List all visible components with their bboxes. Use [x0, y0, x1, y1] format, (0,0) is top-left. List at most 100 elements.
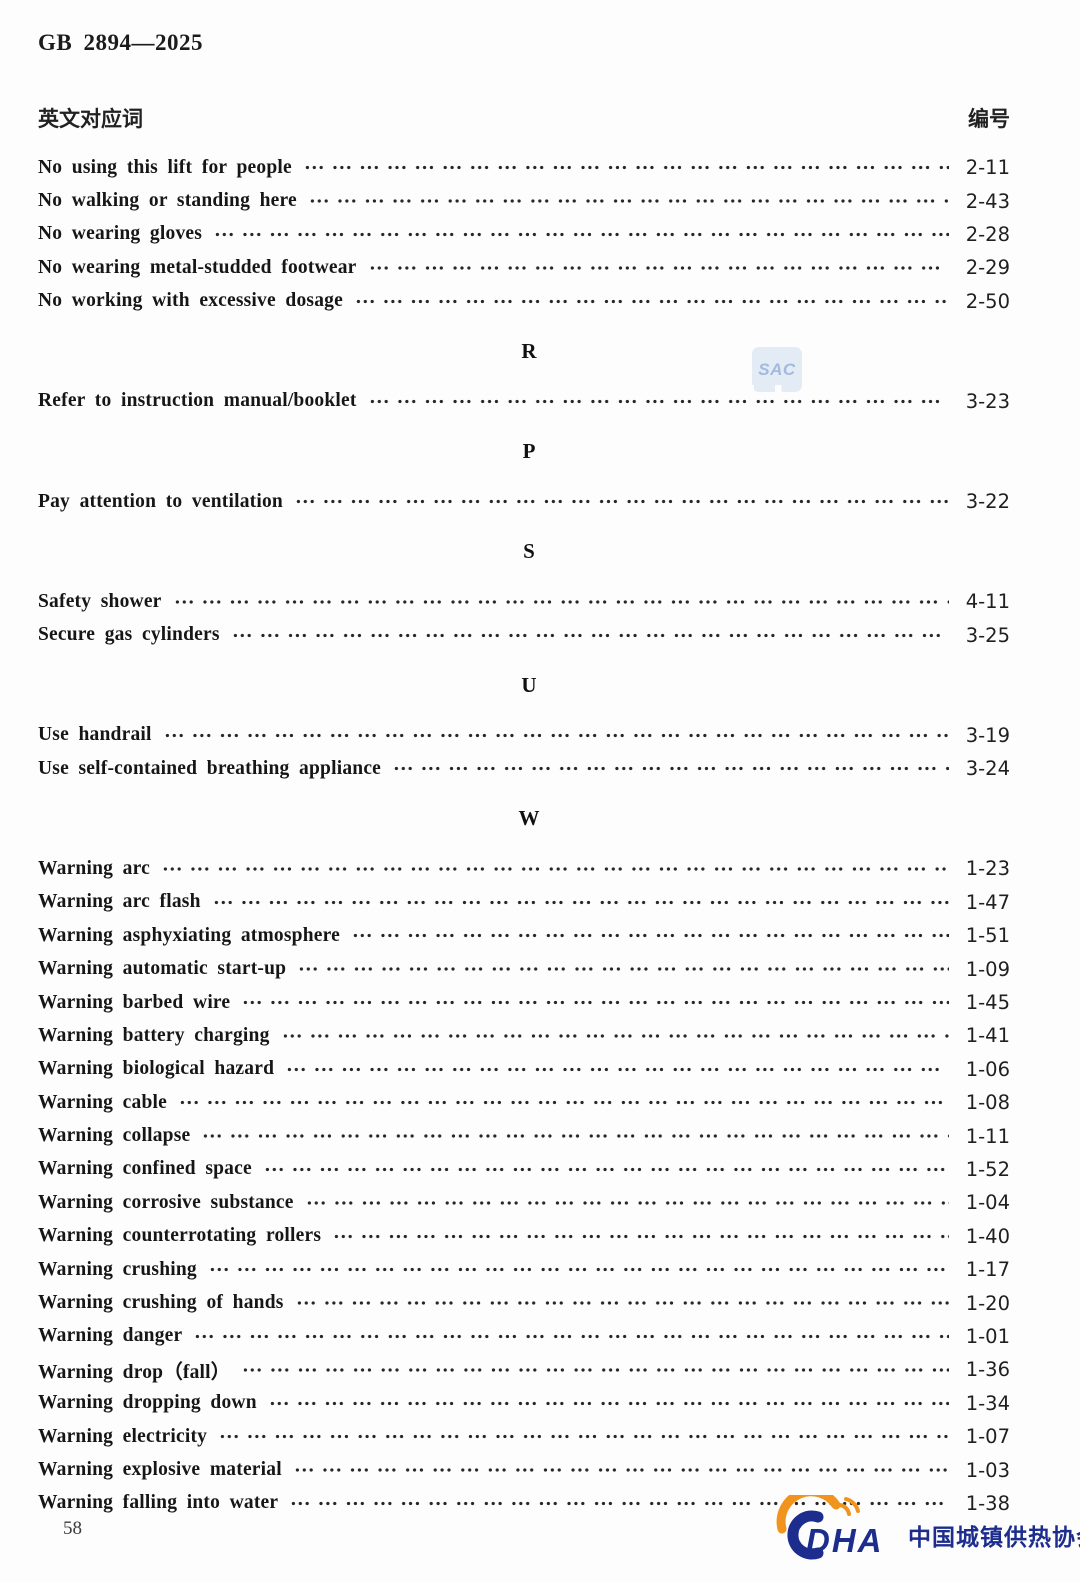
index-entry-label: Warning arc — [38, 857, 150, 879]
index-entry-code: 2-50 — [965, 289, 1010, 313]
index-entry-code: 1-07 — [965, 1425, 1010, 1449]
index-entry-label: Warning crushing of hands — [38, 1292, 284, 1314]
dot-leader — [208, 1252, 949, 1287]
index-entry-label: Pay attention to ventilation — [38, 490, 283, 512]
index-section-letter: R — [521, 338, 537, 363]
index-row: Warning collapse 1-11 — [38, 1119, 1010, 1153]
index-entry-label: Warning danger — [38, 1325, 183, 1347]
index-entry-code: 1-52 — [965, 1157, 1010, 1181]
index-entry-code: 1-01 — [965, 1324, 1010, 1348]
index-row: Pay attention to ventilation 3-22 — [38, 484, 1010, 519]
index-row: Warning explosive material 1-03 — [38, 1453, 1010, 1487]
index-row: Warning asphyxiating atmosphere 1-51 — [38, 919, 1010, 953]
index-row: Warning arc flash 1-47 — [38, 885, 1010, 920]
index-row: Warning drop（fall） 1-36 — [38, 1353, 1010, 1387]
dot-leader — [202, 1119, 949, 1153]
index-entry-code: 1-40 — [965, 1224, 1010, 1248]
sac-watermark-text: SAC — [758, 359, 796, 379]
column-header-english-term: 英文对应词 — [38, 108, 143, 131]
index-row: Warning biological hazard 1-06 — [38, 1052, 1010, 1087]
index-row: Refer to instruction manual/booklet 3-23 — [38, 384, 1010, 419]
dot-leader — [286, 1052, 949, 1087]
dot-leader — [298, 952, 949, 986]
dot-leader — [212, 885, 949, 920]
index-section-row: P — [38, 418, 1010, 485]
index-row: No using this lift for people 2-11 — [38, 151, 1010, 185]
dot-leader — [393, 752, 949, 786]
index-row: No wearing metal-studded footwear 2-29 — [38, 251, 1010, 285]
index-entry-label: Warning crushing — [38, 1258, 197, 1280]
dot-leader — [294, 484, 949, 519]
index-entry-code: 1-36 — [965, 1358, 1010, 1382]
association-name: 中国城镇供热协会 — [908, 1524, 1080, 1550]
index-entry-code: 1-41 — [965, 1024, 1010, 1048]
index-entry-label: Warning falling into water — [38, 1492, 279, 1514]
index-section-letter: P — [522, 439, 536, 464]
index-row: Warning crushing of hands 1-20 — [38, 1286, 1010, 1320]
index-entry-label: Warning confined space — [38, 1158, 252, 1180]
index-entry-label: Warning cable — [38, 1091, 167, 1113]
dot-leader — [293, 1453, 949, 1487]
index-section-row: W — [38, 785, 1010, 852]
index-row: Use handrail 3-19 — [38, 718, 1010, 753]
dot-leader — [173, 585, 949, 619]
column-header-code: 编号 — [968, 108, 1010, 131]
dot-leader — [281, 1019, 949, 1053]
index-row: No working with excessive dosage 2-50 — [38, 284, 1010, 318]
index-entry-label: Refer to instruction manual/booklet — [38, 390, 357, 412]
index-entry-code: 4-11 — [965, 590, 1010, 614]
dha-acronym: DHA — [806, 1522, 884, 1559]
index-entry-code: 1-20 — [965, 1291, 1010, 1315]
index-entry-label: Warning dropping down — [38, 1392, 257, 1414]
index-entry-code: 2-11 — [965, 156, 1010, 180]
index-entry-label: Safety shower — [38, 590, 162, 612]
index-row: Warning corrosive substance 1-04 — [38, 1186, 1010, 1220]
index-entry-code: 2-29 — [965, 256, 1010, 280]
index-entry-code: 3-25 — [965, 623, 1010, 647]
dot-leader — [295, 1286, 949, 1320]
index-row: Warning cable 1-08 — [38, 1086, 1010, 1120]
index-row: Safety shower 4-11 — [38, 585, 1010, 619]
index-section-row: U — [38, 652, 1010, 719]
dot-leader — [242, 985, 949, 1020]
index-entry-code: 1-03 — [965, 1458, 1010, 1482]
index-row: No walking or standing here 2-43 — [38, 184, 1010, 218]
index-list: No using this lift for people 2-11 No wa… — [38, 151, 1010, 1521]
index-entry-code: 1-45 — [965, 991, 1010, 1015]
index-row: Warning crushing 1-17 — [38, 1252, 1010, 1287]
index-row: Secure gas cylinders 3-25 — [38, 618, 1010, 652]
index-section-letter: U — [521, 672, 537, 697]
index-row: No wearing gloves 2-28 — [38, 217, 1010, 252]
dot-leader — [214, 217, 949, 252]
index-entry-label: Warning explosive material — [38, 1459, 282, 1480]
index-entry-label: Use handrail — [38, 724, 152, 746]
index-entry-label: Warning collapse — [38, 1125, 191, 1147]
index-entry-code: 1-47 — [965, 890, 1010, 914]
index-entry-label: No wearing metal-studded footwear — [38, 256, 357, 278]
index-section-letter: W — [518, 806, 540, 831]
index-entry-label: No walking or standing here — [38, 190, 297, 212]
index-row: Warning barbed wire 1-45 — [38, 985, 1010, 1020]
index-row: Warning counterrotating rollers 1-40 — [38, 1219, 1010, 1253]
index-entry-label: Secure gas cylinders — [38, 624, 220, 646]
index-entry-code: 1-38 — [965, 1491, 1010, 1515]
index-entry-label: Warning barbed wire — [38, 991, 231, 1013]
dot-leader — [305, 1186, 949, 1220]
dot-leader — [219, 1419, 949, 1454]
dot-leader — [231, 618, 949, 652]
index-entry-code: 1-09 — [965, 957, 1010, 981]
dot-leader — [333, 1219, 949, 1253]
index-entry-code: 2-43 — [965, 189, 1010, 213]
index-entry-code: 3-24 — [965, 757, 1010, 781]
index-row: Warning automatic start-up 1-09 — [38, 952, 1010, 986]
index-row: Warning electricity 1-07 — [38, 1419, 1010, 1454]
index-entry-code: 1-11 — [965, 1124, 1010, 1148]
index-entry-code: 1-06 — [965, 1057, 1010, 1081]
sac-watermark: SAC — [752, 347, 802, 392]
index-entry-code: 1-34 — [965, 1391, 1010, 1415]
index-entry-label: Warning arc flash — [38, 891, 201, 913]
index-entry-label: No using this lift for people — [38, 156, 292, 178]
association-logo: DHA 中国城镇供热协会 — [776, 1495, 1080, 1561]
dot-leader — [368, 251, 949, 285]
index-entry-label: Warning battery charging — [38, 1024, 270, 1046]
